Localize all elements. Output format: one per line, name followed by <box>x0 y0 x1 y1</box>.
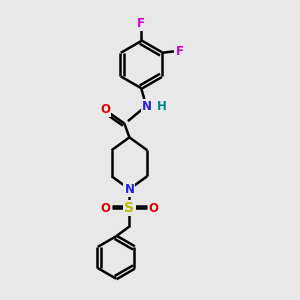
Text: F: F <box>176 45 184 58</box>
Text: O: O <box>100 202 110 215</box>
Text: N: N <box>124 183 134 196</box>
Text: H: H <box>157 100 166 113</box>
Text: N: N <box>142 100 152 113</box>
Text: O: O <box>148 202 158 215</box>
Text: O: O <box>100 103 110 116</box>
Text: S: S <box>124 201 134 215</box>
Text: F: F <box>137 17 145 30</box>
